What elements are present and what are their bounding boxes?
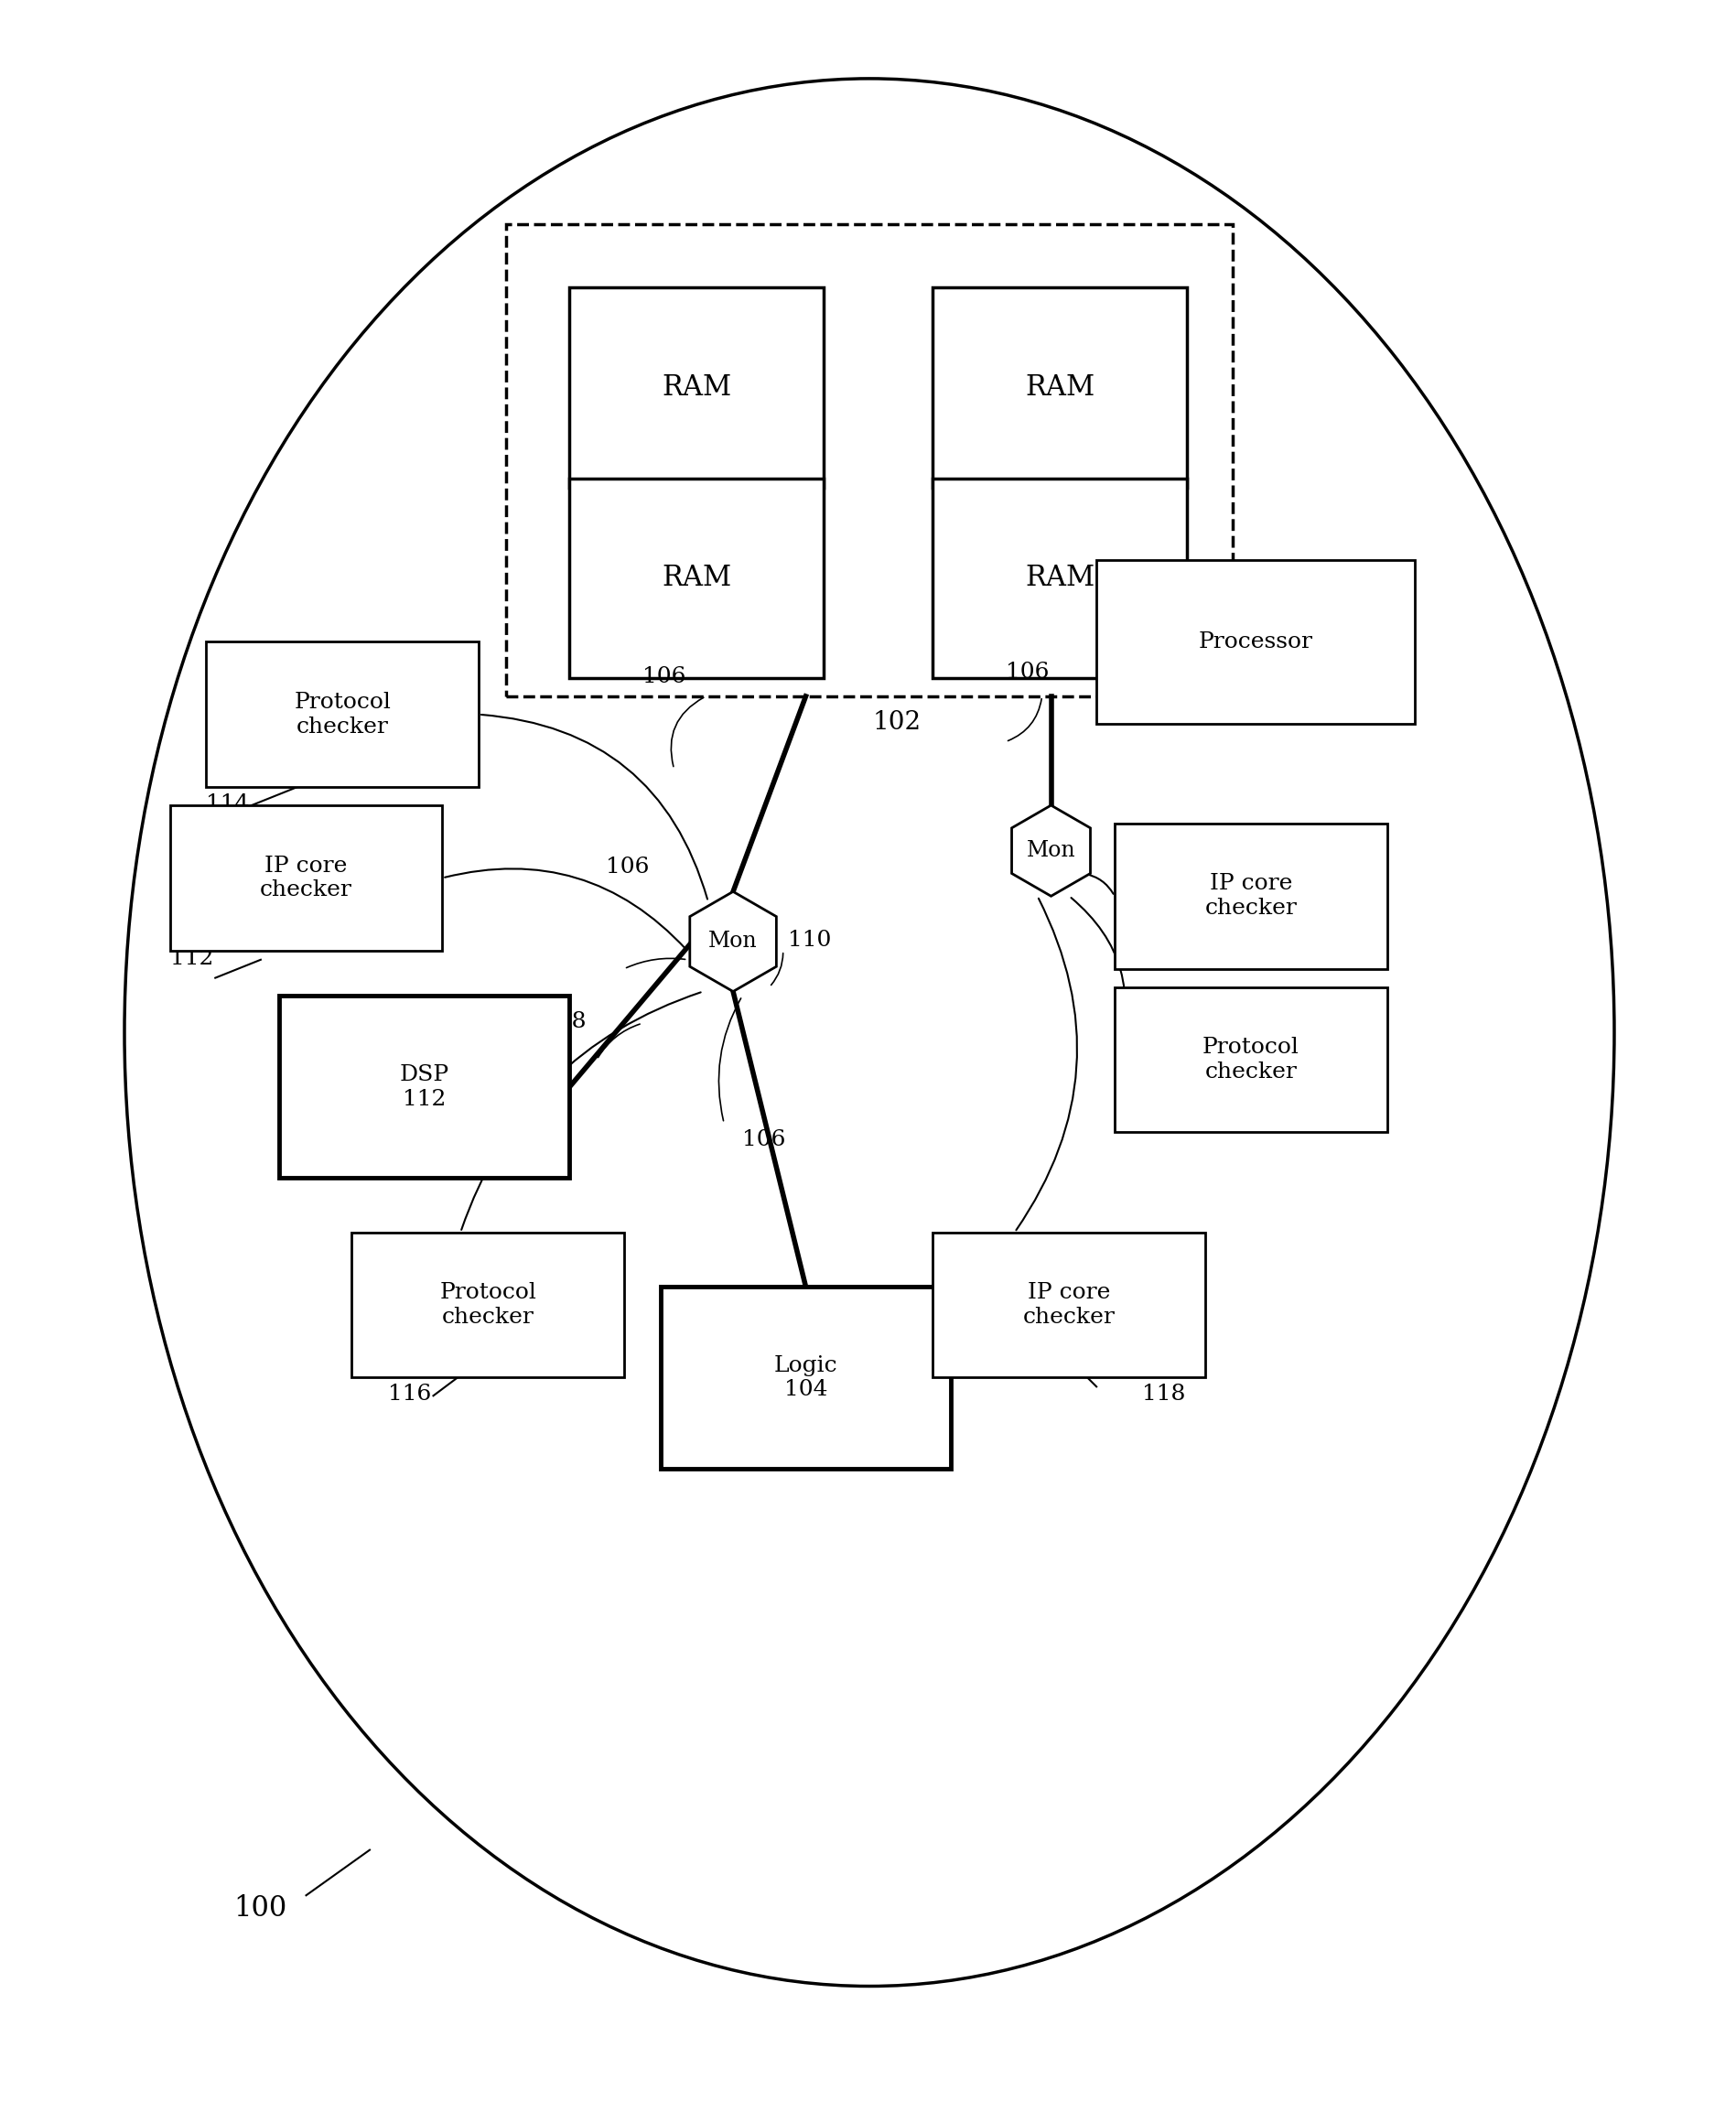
Text: 108: 108 xyxy=(542,1012,585,1033)
FancyBboxPatch shape xyxy=(569,287,825,488)
Text: RAM: RAM xyxy=(1026,564,1095,591)
Text: Mon: Mon xyxy=(1026,841,1076,862)
Text: 106: 106 xyxy=(642,665,686,686)
FancyBboxPatch shape xyxy=(569,477,825,678)
Text: IP core
checker: IP core checker xyxy=(1023,1282,1115,1328)
Text: Logic
104: Logic 104 xyxy=(774,1356,838,1400)
FancyBboxPatch shape xyxy=(279,997,569,1178)
Text: RAM: RAM xyxy=(1026,374,1095,401)
Text: Protocol
checker: Protocol checker xyxy=(439,1282,536,1328)
FancyBboxPatch shape xyxy=(932,477,1187,678)
Text: 118: 118 xyxy=(1142,1383,1186,1404)
FancyBboxPatch shape xyxy=(932,1231,1205,1377)
Text: 100: 100 xyxy=(233,1894,286,1922)
FancyBboxPatch shape xyxy=(352,1231,623,1377)
Text: 106: 106 xyxy=(743,1130,786,1151)
FancyBboxPatch shape xyxy=(932,287,1187,488)
Text: Protocol
checker: Protocol checker xyxy=(1203,1037,1299,1081)
Text: 102: 102 xyxy=(871,710,920,735)
FancyBboxPatch shape xyxy=(660,1286,951,1468)
Text: 112: 112 xyxy=(170,948,214,969)
Polygon shape xyxy=(689,891,776,991)
Text: IP core
checker: IP core checker xyxy=(260,855,352,900)
Text: RAM: RAM xyxy=(661,564,731,591)
Text: 106: 106 xyxy=(606,857,649,879)
Text: Mon: Mon xyxy=(708,931,757,953)
FancyBboxPatch shape xyxy=(1097,560,1415,724)
Text: 110: 110 xyxy=(788,929,832,950)
Text: 116: 116 xyxy=(387,1383,431,1404)
Text: Processor: Processor xyxy=(1198,631,1312,653)
Text: Protocol
checker: Protocol checker xyxy=(293,693,391,737)
FancyBboxPatch shape xyxy=(170,805,443,950)
FancyBboxPatch shape xyxy=(1115,986,1387,1132)
Text: DSP
112: DSP 112 xyxy=(399,1064,450,1109)
Text: 114: 114 xyxy=(207,794,250,815)
FancyBboxPatch shape xyxy=(1115,824,1387,969)
Polygon shape xyxy=(1012,805,1090,895)
Text: 106: 106 xyxy=(1005,661,1049,682)
Text: IP core
checker: IP core checker xyxy=(1205,874,1297,919)
FancyBboxPatch shape xyxy=(207,642,479,788)
Text: RAM: RAM xyxy=(661,374,731,401)
